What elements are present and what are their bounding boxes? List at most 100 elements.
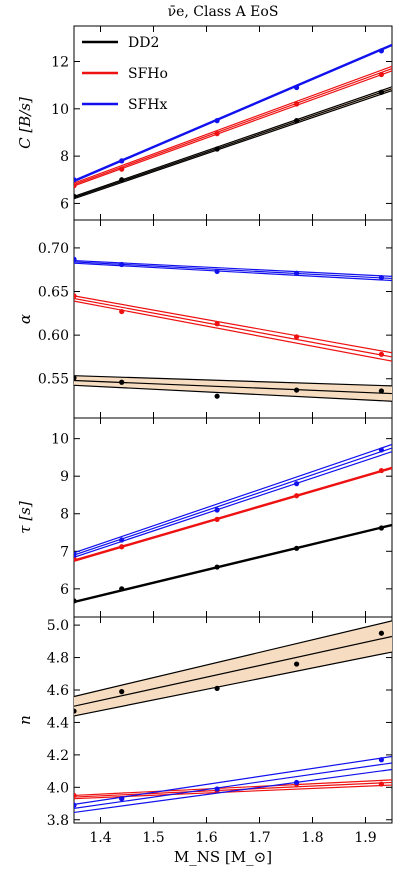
y-axis-label: C [B/s] xyxy=(16,97,34,149)
plot-area xyxy=(74,443,392,604)
y-tick-label: 4.8 xyxy=(47,651,69,667)
data-point-dd2 xyxy=(74,193,77,199)
data-point-dd2 xyxy=(74,708,77,714)
x-axis-label: M_NS [M_⊙] xyxy=(174,848,272,866)
data-point-sfho xyxy=(119,544,125,550)
data-point-sfhx xyxy=(119,158,125,164)
y-tick-label: 6 xyxy=(60,196,69,212)
data-point-dd2 xyxy=(74,375,77,381)
y-axis-label: n xyxy=(16,715,34,725)
band-upper-sfhx xyxy=(74,259,392,277)
legend-label-sfho: SFHo xyxy=(128,66,168,82)
y-tick-label: 3.8 xyxy=(47,813,69,829)
data-point-sfhx xyxy=(214,118,220,124)
band-upper-dd2 xyxy=(74,375,392,387)
fit-line-dd2 xyxy=(74,523,392,604)
band-upper-sfho xyxy=(74,779,392,797)
fit-line-sfho xyxy=(74,466,392,562)
band-lower-sfhx xyxy=(74,451,392,558)
data-point-dd2 xyxy=(214,146,220,152)
data-point-sfhx xyxy=(378,48,384,54)
legend: DD2 SFHo SFHx xyxy=(82,35,168,113)
band-lower-sfhx xyxy=(74,768,392,814)
data-point-sfhx xyxy=(378,274,384,281)
band-upper-sfho xyxy=(74,295,392,354)
y-tick-label: 4.0 xyxy=(47,780,69,796)
data-point-dd2 xyxy=(294,661,300,667)
y-tick-label: 0.55 xyxy=(38,372,69,388)
data-point-dd2 xyxy=(74,598,77,604)
data-point-sfhx xyxy=(119,537,125,543)
panel-2: 0.55 0.60 0.65 0.70 α xyxy=(16,219,393,419)
data-point-sfho xyxy=(294,493,300,499)
x-tick-label: 1.9 xyxy=(354,830,376,846)
y-tick-label: 8 xyxy=(60,507,69,523)
data-point-sfho xyxy=(74,293,77,299)
data-point-sfho xyxy=(74,792,77,799)
data-point-sfhx xyxy=(214,786,220,792)
data-point-sfhx xyxy=(214,268,220,275)
data-point-sfhx xyxy=(378,447,384,453)
band-lower-dd2 xyxy=(74,90,392,200)
y-tick-label: 8 xyxy=(60,149,69,165)
confidence-band-sfho xyxy=(74,296,392,361)
panel-4: 3.8 4.0 4.2 4.4 4.6 4.8 5.0 1.4 1.5 1.6 1.7 1.8 1.9 n xyxy=(16,616,393,846)
data-point-sfho xyxy=(294,101,300,107)
band-lower-sfhx xyxy=(74,262,392,282)
data-point-dd2 xyxy=(378,89,384,95)
data-point-sfho xyxy=(119,308,125,315)
data-point-dd2 xyxy=(119,586,125,592)
y-tick-label: 12 xyxy=(51,54,69,70)
y-tick-label: 0.60 xyxy=(38,328,69,344)
data-point-sfhx xyxy=(214,507,220,513)
data-point-sfho xyxy=(74,183,77,189)
y-tick-label: 10 xyxy=(51,102,69,118)
data-point-sfho xyxy=(294,334,300,340)
data-point-dd2 xyxy=(119,379,125,385)
data-point-sfho xyxy=(214,321,220,327)
y-axis-label: α xyxy=(16,314,34,324)
x-tick-label: 1.5 xyxy=(142,830,164,846)
x-tick-label: 1.6 xyxy=(195,830,217,846)
fit-line-sfhx xyxy=(74,43,392,183)
data-point-sfhx xyxy=(294,481,300,487)
data-point-dd2 xyxy=(294,387,300,393)
y-tick-label: 4.2 xyxy=(47,748,69,764)
data-point-sfho xyxy=(214,131,220,137)
y-tick-label: 6 xyxy=(60,582,69,598)
y-tick-label: 0.70 xyxy=(38,241,69,257)
data-point-sfhx xyxy=(119,261,125,268)
y-axis-label: τ [s] xyxy=(16,501,34,534)
data-point-sfho xyxy=(119,166,125,172)
data-point-sfho xyxy=(378,781,384,787)
y-tick-label: 9 xyxy=(60,469,69,485)
x-tick-label: 1.4 xyxy=(89,830,111,846)
panel-3: 6 7 8 9 10 τ [s] xyxy=(16,417,393,618)
fit-line-sfhx xyxy=(74,261,392,280)
chart-title: ν̄e, Class A EoS xyxy=(168,4,279,20)
data-point-dd2 xyxy=(378,630,384,636)
panel-frame xyxy=(73,616,393,824)
plot-area xyxy=(74,620,392,814)
data-point-sfhx xyxy=(294,84,300,91)
plot-area xyxy=(74,256,392,402)
data-point-sfho xyxy=(214,516,220,522)
data-point-dd2 xyxy=(378,388,384,394)
y-tick-label: 10 xyxy=(51,432,69,448)
band-upper-sfhx xyxy=(74,443,392,554)
band-lower-dd2 xyxy=(74,651,392,717)
data-point-sfhx xyxy=(294,270,300,276)
confidence-band-dd2 xyxy=(74,375,392,402)
fit-line-dd2 xyxy=(74,88,392,199)
fit-line-sfhx xyxy=(74,762,392,809)
y-tick-label: 4.4 xyxy=(47,715,69,731)
y-tick-label: 5.0 xyxy=(47,618,69,634)
data-point-dd2 xyxy=(378,525,384,531)
band-upper-sfho xyxy=(74,65,392,184)
fit-line-dd2 xyxy=(74,379,392,395)
y-tick-label: 4.6 xyxy=(47,683,69,699)
fit-line-sfho xyxy=(74,781,392,798)
panel-1: 6 8 10 12 C [B/s] DD2 SFHo SFHx xyxy=(16,25,393,221)
data-point-dd2 xyxy=(214,564,220,570)
